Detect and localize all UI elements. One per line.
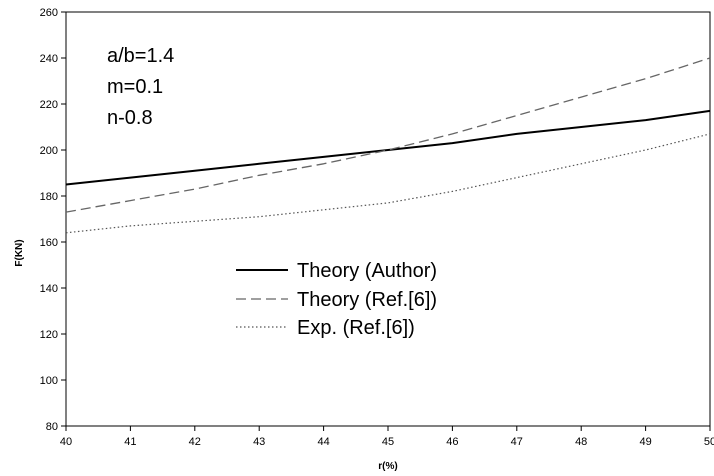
x-tick-label: 40: [60, 436, 72, 448]
series-line-theory-ref6: [65, 57, 711, 213]
y-tick-label: 260: [40, 7, 58, 19]
x-tick-label: 41: [124, 436, 136, 448]
plot-frame: [65, 11, 711, 427]
y-tick-label: 180: [40, 191, 58, 203]
y-tick-label: 220: [40, 99, 58, 111]
y-tick-label: 120: [40, 329, 58, 341]
annotation-n: n-0.8: [107, 107, 153, 129]
y-tick-label: 200: [40, 145, 58, 157]
legend-label-theory-author: Theory (Author): [297, 260, 437, 282]
annotation-ab: a/b=1.4: [107, 45, 174, 67]
x-tick-label: 49: [639, 436, 651, 448]
x-tick-label: 46: [446, 436, 458, 448]
y-tick-label: 100: [40, 375, 58, 387]
y-tick-label: 140: [40, 283, 58, 295]
x-tick-label: 50: [704, 436, 714, 448]
x-tick-label: 44: [317, 436, 329, 448]
y-axis: 80 100 120 140 160 180 200 220 240 260: [40, 7, 66, 433]
x-axis: 40 41 42 43 44 45 46 47 48 49 50: [60, 426, 714, 448]
x-tick-label: 48: [575, 436, 587, 448]
series-line-exp-ref6: [65, 133, 711, 234]
y-axis-title: F(KN): [14, 239, 25, 266]
x-tick-label: 47: [511, 436, 523, 448]
legend: Theory (Author) Theory (Ref.[6]) Exp. (R…: [236, 260, 437, 339]
x-tick-label: 43: [253, 436, 265, 448]
x-tick-label: 45: [382, 436, 394, 448]
x-tick-label: 42: [189, 436, 201, 448]
annotation-block: a/b=1.4 m=0.1 n-0.8: [107, 45, 174, 129]
legend-label-theory-ref6: Theory (Ref.[6]): [297, 289, 437, 311]
plot-border: [65, 11, 711, 427]
legend-label-exp-ref6: Exp. (Ref.[6]): [297, 317, 415, 339]
series-layer: [65, 57, 711, 234]
annotation-m: m=0.1: [107, 76, 163, 98]
series-line-theory-author: [65, 109, 711, 186]
x-axis-title: r(%): [378, 461, 397, 472]
y-tick-label: 240: [40, 53, 58, 65]
y-tick-label: 160: [40, 237, 58, 249]
y-tick-label: 80: [46, 421, 58, 433]
